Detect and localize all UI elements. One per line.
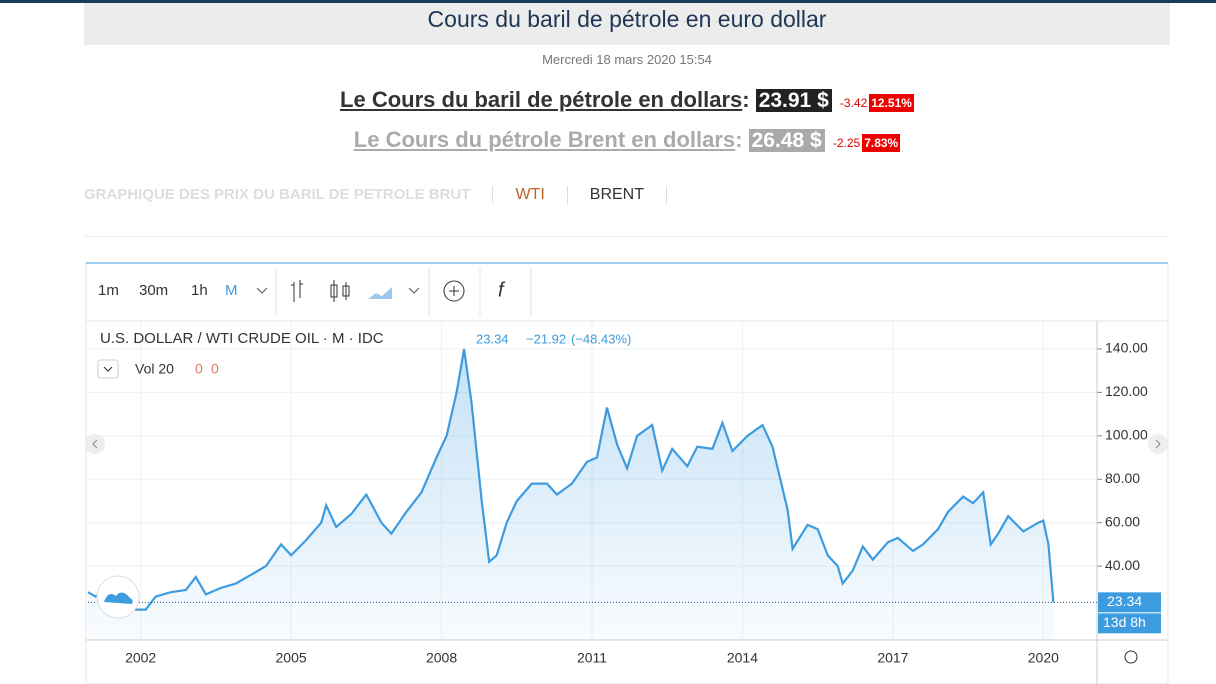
- area: [88, 348, 1054, 640]
- indicator-button[interactable]: f: [498, 279, 506, 301]
- toolbar: 1m 30m 1h M f: [98, 268, 532, 316]
- legend-symbol: U.S. DOLLAR / WTI CRUDE OIL · M · IDC: [100, 330, 384, 347]
- y-tick-label: 40.00: [1105, 557, 1140, 573]
- scroll-left[interactable]: [85, 434, 105, 454]
- page-title: Cours du baril de pétrole en euro dollar: [84, 3, 1170, 45]
- volume-label: Vol 20: [135, 361, 174, 377]
- x-tick-label: 2008: [426, 650, 457, 666]
- change: -3.42: [839, 96, 868, 110]
- tab[interactable]: BRENT: [568, 186, 667, 204]
- arrow: [92, 439, 98, 449]
- collapse-icon: [103, 366, 113, 372]
- scroll-right[interactable]: [1148, 434, 1168, 454]
- change: -2.25: [832, 136, 861, 150]
- interval[interactable]: 30m: [139, 282, 168, 299]
- add-icon[interactable]: [443, 280, 465, 302]
- price-line: [87, 348, 1055, 611]
- dropdown[interactable]: [256, 287, 268, 294]
- date: Mercredi 18 mars 2020 15:54: [542, 52, 712, 67]
- percent: 12.51%: [869, 94, 914, 112]
- tab[interactable]: GRAPHIQUE DES PRIX DU BARIL DE PETROLE B…: [84, 186, 494, 203]
- tabs: GRAPHIQUE DES PRIX DU BARIL DE PETROLE B…: [84, 186, 667, 204]
- x-tick-label: 2011: [577, 650, 607, 666]
- x-tick-label: 2017: [877, 650, 908, 666]
- volume-value: 0: [211, 361, 219, 377]
- bars-icon[interactable]: [291, 280, 303, 302]
- percent: 7.83%: [862, 134, 901, 152]
- quote: Le Cours du baril de pétrole en dollars:…: [340, 87, 914, 112]
- price: 26.48 $: [748, 129, 825, 152]
- top-bar: [0, 0, 1216, 3]
- tab[interactable]: WTI: [493, 186, 568, 204]
- interval[interactable]: 1m: [98, 282, 119, 299]
- quote: Le Cours du pétrole Brent en dollars: 26…: [353, 127, 901, 152]
- separator: [84, 236, 1170, 237]
- legend-percent: (−48.43%): [571, 331, 631, 346]
- last-price-tag: [1098, 592, 1161, 613]
- area-icon[interactable]: [368, 287, 392, 299]
- dropdown[interactable]: [408, 287, 420, 294]
- interval[interactable]: M: [225, 282, 238, 299]
- x-tick-label: 2005: [276, 650, 307, 666]
- legend-last: 23.34: [476, 331, 509, 346]
- quote-label[interactable]: Le Cours du baril de pétrole en dollars: [340, 87, 743, 112]
- legend-change: −21.92: [526, 331, 566, 346]
- y-tick-label: 140.00: [1105, 340, 1148, 356]
- x-tick-label: 2002: [125, 650, 156, 666]
- y-tick-label: 100.00: [1105, 427, 1148, 443]
- add-icon-cross: [449, 286, 459, 296]
- y-tick-label: 60.00: [1105, 513, 1140, 529]
- countdown: 13d 8h: [1103, 614, 1146, 630]
- settings-icon[interactable]: [1124, 650, 1138, 664]
- y-tick-label: 120.00: [1105, 383, 1148, 399]
- last-price-label: 23.34: [1107, 593, 1142, 609]
- volume-value: 0: [195, 361, 203, 377]
- quote-label[interactable]: Le Cours du pétrole Brent en dollars: [353, 127, 736, 152]
- logo-icon: [104, 592, 133, 604]
- candles-icon[interactable]: [330, 280, 350, 302]
- collapse-button[interactable]: [97, 359, 119, 379]
- arrow: [1155, 439, 1161, 449]
- y-tick-label: 80.00: [1105, 470, 1140, 486]
- countdown-tag: [1098, 613, 1161, 634]
- price: 23.91 $: [755, 89, 832, 112]
- x-tick-label: 2020: [1028, 650, 1059, 666]
- interval[interactable]: 1h: [191, 282, 208, 299]
- x-tick-label: 2014: [727, 650, 758, 666]
